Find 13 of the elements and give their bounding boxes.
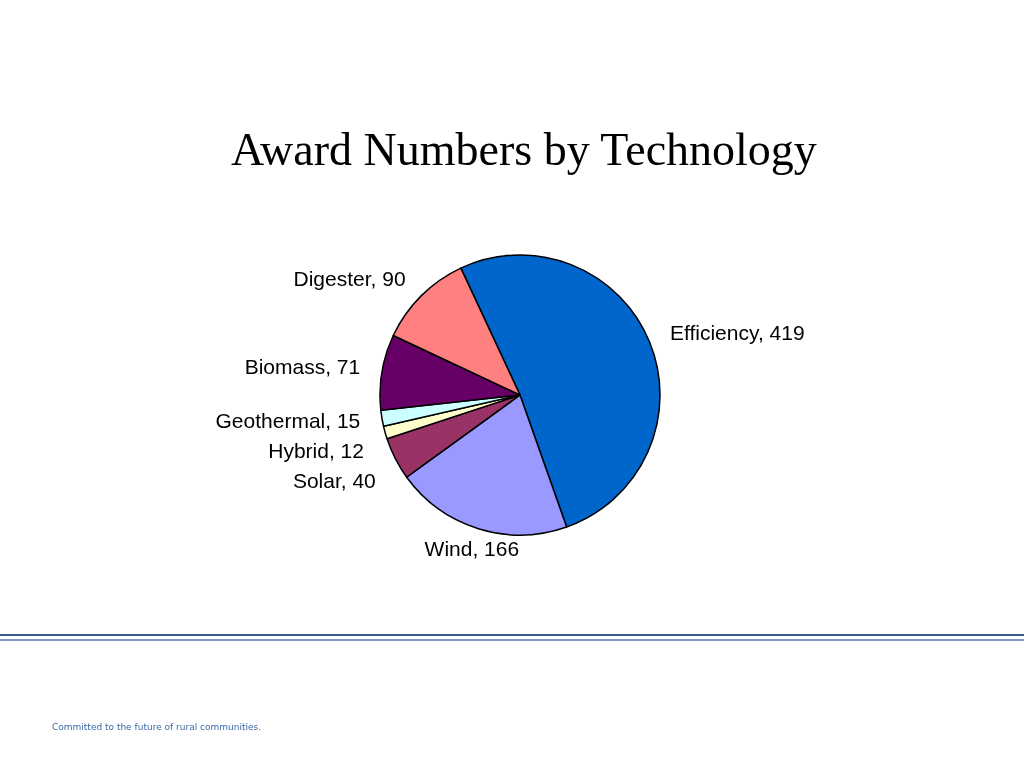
slice-label: Digester bbox=[293, 266, 372, 290]
slice-label: Geothermal bbox=[215, 408, 326, 432]
chart-title: Award Numbers by Technology bbox=[231, 124, 817, 175]
slice-label: Wind bbox=[424, 536, 473, 560]
slice-label: Efficiency bbox=[669, 320, 760, 344]
data-label: , 166 bbox=[472, 536, 520, 560]
slice-label: Hybrid bbox=[268, 438, 329, 462]
data-label: , 12 bbox=[328, 438, 364, 462]
data-label: , 15 bbox=[325, 408, 361, 432]
slice-label: Solar bbox=[292, 468, 342, 492]
data-label: , 71 bbox=[325, 355, 361, 379]
text: Committed to the future of rural communities. bbox=[52, 722, 262, 732]
slice-label: Biomass bbox=[244, 355, 326, 379]
